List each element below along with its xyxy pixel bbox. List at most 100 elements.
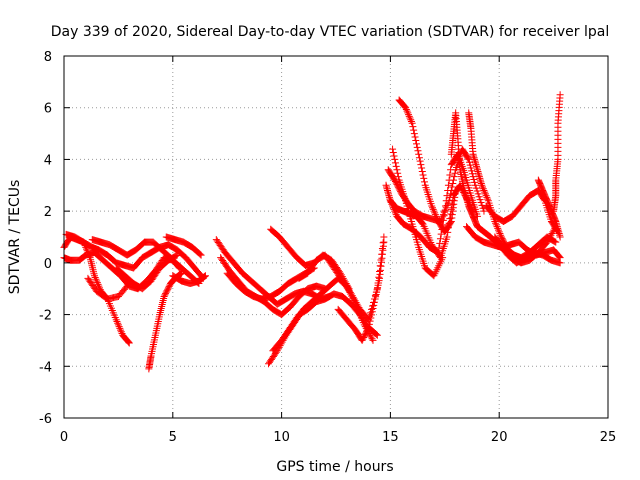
plot-frame [63, 55, 609, 419]
data-point [481, 188, 489, 196]
y-tick-label: 4 [44, 153, 52, 168]
data-point [117, 326, 125, 334]
data-point [451, 169, 459, 177]
data-point [418, 164, 426, 172]
data-point [416, 157, 424, 165]
data-point [407, 118, 415, 126]
y-tick-label: -2 [39, 309, 52, 324]
series-track-7 [145, 269, 186, 373]
data-point [163, 287, 171, 295]
data-point [467, 164, 475, 172]
data-point [471, 181, 479, 189]
data-point [450, 173, 458, 181]
data-point [392, 162, 400, 170]
data-point [373, 331, 381, 339]
data-point [481, 190, 489, 198]
data-point [556, 91, 564, 99]
data-point [364, 325, 372, 333]
data-point [433, 214, 441, 222]
data-point [443, 192, 451, 200]
data-point [551, 238, 559, 246]
data-point [391, 178, 399, 186]
chart-title: Day 339 of 2020, Sidereal Day-to-day VTE… [51, 24, 609, 40]
data-point [437, 230, 445, 238]
data-point [456, 181, 464, 189]
data-point [556, 233, 564, 241]
data-point [406, 114, 414, 122]
data-point [370, 301, 378, 309]
data-point [436, 235, 444, 243]
data-point [95, 282, 103, 290]
y-tick-label: 6 [44, 102, 52, 117]
x-axis-label: GPS time / hours [276, 459, 393, 475]
data-point [420, 174, 428, 182]
x-tick-label: 20 [491, 430, 508, 445]
data-point [114, 319, 122, 327]
data-point [479, 185, 487, 193]
data-point [389, 149, 397, 157]
data-point [113, 317, 121, 325]
data-point [360, 332, 368, 340]
data-point [93, 277, 101, 285]
x-tick-label: 25 [600, 430, 617, 445]
data-point [430, 207, 438, 215]
data-point [363, 326, 371, 334]
data-point [452, 186, 460, 194]
data-point [201, 272, 209, 280]
data-point [411, 133, 419, 141]
data-point [369, 336, 377, 344]
data-point [365, 324, 373, 331]
data-point [404, 109, 412, 117]
data-point [473, 187, 481, 195]
data-point [410, 126, 418, 134]
data-point [497, 231, 505, 239]
data-point [493, 223, 501, 231]
data-point [436, 239, 444, 247]
data-point [177, 270, 185, 278]
data-point [450, 176, 458, 184]
data-point [394, 169, 402, 177]
data-point [402, 105, 410, 113]
data-point [358, 336, 366, 344]
data-point [201, 272, 209, 280]
data-point [368, 311, 376, 319]
data-point [391, 155, 399, 163]
data-point [125, 339, 133, 347]
data-point [391, 209, 399, 217]
data-point [483, 193, 491, 201]
series-track-22 [395, 96, 460, 236]
data-point [367, 314, 375, 322]
data-point [415, 154, 423, 162]
data-point [428, 204, 436, 212]
data-point [116, 324, 124, 332]
x-tick-label: 0 [60, 430, 68, 445]
data-point [380, 238, 388, 246]
series-track-27 [491, 223, 560, 267]
data-point [471, 178, 479, 186]
data-point [413, 143, 421, 151]
data-point [444, 181, 452, 189]
data-point [200, 273, 208, 281]
data-point [394, 173, 402, 181]
data-point [464, 154, 472, 162]
data-point [162, 290, 170, 298]
data-point [370, 298, 378, 306]
series-track-5 [84, 274, 133, 303]
data-point [498, 234, 506, 242]
data-point [197, 251, 205, 259]
data-point [478, 201, 486, 209]
axis-ticks: 0 5 10 15 20 25 -6 -4 -2 0 2 4 6 8 [39, 50, 616, 445]
data-point [124, 337, 132, 345]
data-point [417, 161, 425, 169]
data-point [480, 207, 488, 215]
data-point [173, 251, 181, 259]
x-tick-label: 5 [169, 430, 177, 445]
data-point [405, 111, 413, 119]
data-point [405, 112, 413, 120]
data-point [115, 323, 123, 331]
data-point [114, 321, 122, 329]
data-point [477, 199, 485, 207]
data-point [359, 335, 367, 343]
data-point [478, 181, 486, 189]
